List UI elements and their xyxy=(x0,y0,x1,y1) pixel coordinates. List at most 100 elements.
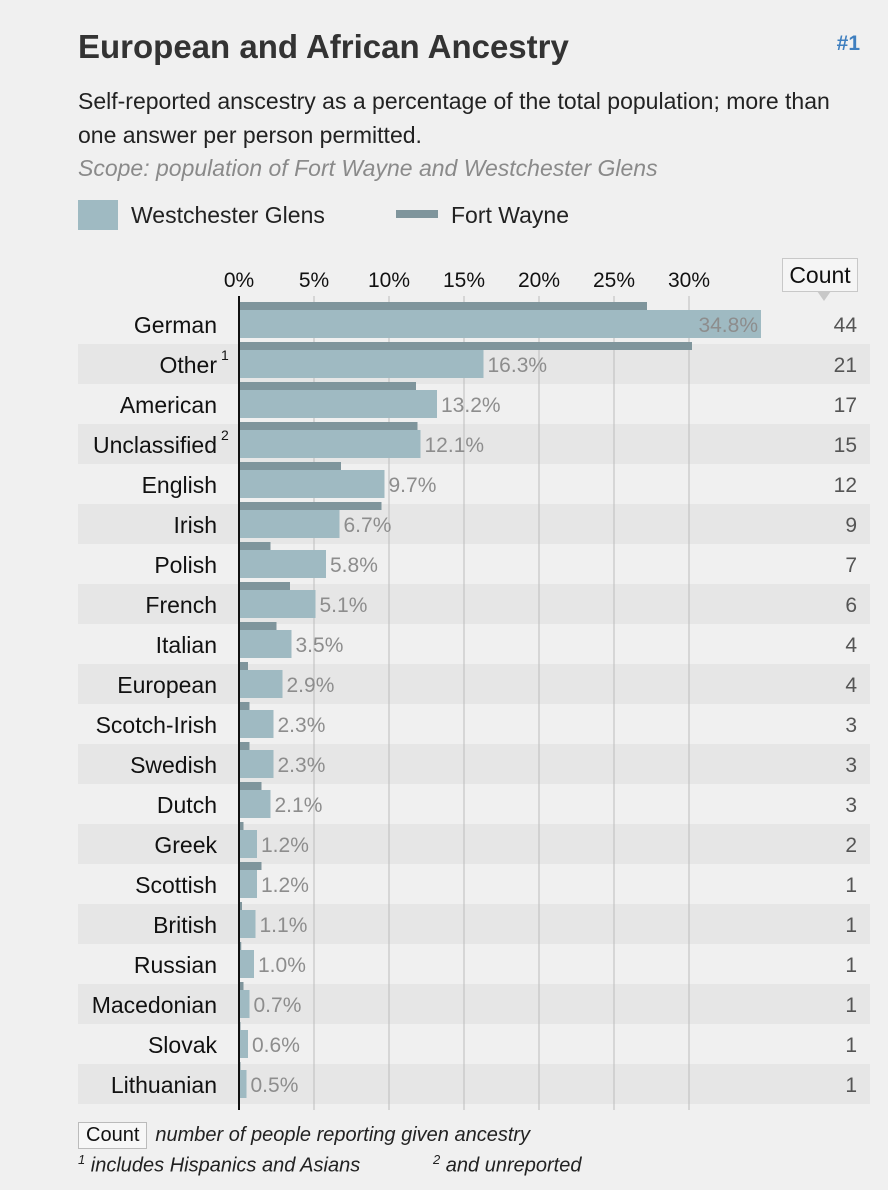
bar-westchester xyxy=(239,790,271,818)
value-label: 0.7% xyxy=(254,994,302,1017)
rank-badge[interactable]: #1 xyxy=(836,32,860,55)
count-value: 3 xyxy=(845,794,857,817)
count-value: 1 xyxy=(845,1034,857,1057)
bar-fort-wayne xyxy=(239,622,277,630)
bar-fort-wayne xyxy=(239,782,262,790)
legend-swatch-westchester xyxy=(78,200,118,230)
value-label: 34.8% xyxy=(698,314,758,337)
legend-label-fort-wayne: Fort Wayne xyxy=(451,202,570,228)
bar-westchester xyxy=(239,630,292,658)
bar-westchester xyxy=(239,670,283,698)
category-label: Macedonian xyxy=(92,992,217,1018)
chart-title: European and African Ancestry xyxy=(78,28,569,65)
bar-fort-wayne xyxy=(239,382,416,390)
bar-fort-wayne xyxy=(239,822,244,830)
legend-swatch-fort-wayne xyxy=(396,210,438,218)
bar-westchester xyxy=(239,830,257,858)
chart-subtitle: Self-reported anscestry as a percentage … xyxy=(78,88,830,148)
bar-westchester xyxy=(239,350,484,378)
x-tick-label: 5% xyxy=(299,269,329,292)
count-header-label: Count xyxy=(789,262,851,288)
category-label: Scottish xyxy=(135,872,217,898)
bar-westchester xyxy=(239,750,274,778)
count-value: 1 xyxy=(845,914,857,937)
value-label: 2.3% xyxy=(278,754,326,777)
category-label: European xyxy=(117,672,217,698)
value-label: 6.7% xyxy=(344,514,392,537)
row-stripe xyxy=(78,584,870,624)
value-label: 9.7% xyxy=(389,474,437,497)
footer-count-text: number of people reporting given ancestr… xyxy=(155,1124,531,1146)
value-label: 1.2% xyxy=(261,834,309,857)
count-value: 44 xyxy=(834,314,858,337)
value-label: 16.3% xyxy=(488,354,548,377)
count-value: 1 xyxy=(845,994,857,1017)
row-stripe xyxy=(78,984,870,1024)
count-value: 2 xyxy=(845,834,857,857)
value-label: 13.2% xyxy=(441,394,501,417)
bar-fort-wayne xyxy=(239,862,262,870)
bar-fort-wayne xyxy=(239,982,244,990)
value-label: 1.2% xyxy=(261,874,309,897)
footer-count-box: Count xyxy=(78,1122,148,1149)
bar-westchester xyxy=(239,470,385,498)
value-label: 2.1% xyxy=(275,794,323,817)
category-label: Irish xyxy=(174,512,217,538)
row-stripe xyxy=(78,824,870,864)
count-column-header: Count xyxy=(782,258,858,301)
footnote-mark: 1 xyxy=(221,347,229,363)
category-label: American xyxy=(120,392,217,418)
bar-westchester xyxy=(239,590,316,618)
bar-westchester xyxy=(239,550,326,578)
category-label: Polish xyxy=(154,552,217,578)
category-label: Italian xyxy=(156,632,217,658)
bar-fort-wayne xyxy=(239,462,341,470)
footer-footnotes: 1 includes Hispanics and Asians 2 and un… xyxy=(78,1152,581,1178)
bar-westchester xyxy=(239,710,274,738)
x-tick-label: 0% xyxy=(224,269,254,292)
category-label: German xyxy=(134,312,217,338)
category-label: Unclassified xyxy=(93,432,217,458)
category-label: Lithuanian xyxy=(111,1072,217,1098)
count-value: 21 xyxy=(834,354,857,377)
count-value: 4 xyxy=(845,634,857,657)
bar-fort-wayne xyxy=(239,902,242,910)
count-value: 4 xyxy=(845,674,857,697)
category-label: Slovak xyxy=(148,1032,218,1058)
category-label: Swedish xyxy=(130,752,217,778)
x-tick-label: 10% xyxy=(368,269,410,292)
category-label: Dutch xyxy=(157,792,217,818)
count-value: 3 xyxy=(845,714,857,737)
category-label: British xyxy=(153,912,217,938)
bar-westchester xyxy=(239,1070,247,1098)
row-stripe xyxy=(78,744,870,784)
category-label: French xyxy=(145,592,217,618)
count-value: 3 xyxy=(845,754,857,777)
bar-fort-wayne xyxy=(239,302,647,310)
value-label: 3.5% xyxy=(296,634,344,657)
bar-westchester xyxy=(239,310,761,338)
chart-scope: Scope: population of Fort Wayne and West… xyxy=(78,155,658,181)
bar-fort-wayne xyxy=(239,582,290,590)
count-header-pointer xyxy=(817,291,831,301)
bar-fort-wayne xyxy=(239,702,250,710)
count-value: 6 xyxy=(845,594,857,617)
bar-fort-wayne xyxy=(239,502,382,510)
bar-fort-wayne xyxy=(239,422,418,430)
category-label: Russian xyxy=(134,952,217,978)
row-stripe xyxy=(78,1064,870,1104)
value-label: 0.6% xyxy=(252,1034,300,1057)
row-stripe xyxy=(78,664,870,704)
category-label: Other xyxy=(159,352,217,378)
count-value: 17 xyxy=(834,394,857,417)
footnote-2-mark: 2 xyxy=(433,1152,441,1167)
bar-westchester xyxy=(239,510,340,538)
bar-westchester xyxy=(239,870,257,898)
bar-westchester xyxy=(239,910,256,938)
value-label: 0.5% xyxy=(251,1074,299,1097)
count-value: 15 xyxy=(834,434,857,457)
row-stripe xyxy=(78,424,870,464)
value-label: 2.3% xyxy=(278,714,326,737)
bar-westchester xyxy=(239,1030,248,1058)
